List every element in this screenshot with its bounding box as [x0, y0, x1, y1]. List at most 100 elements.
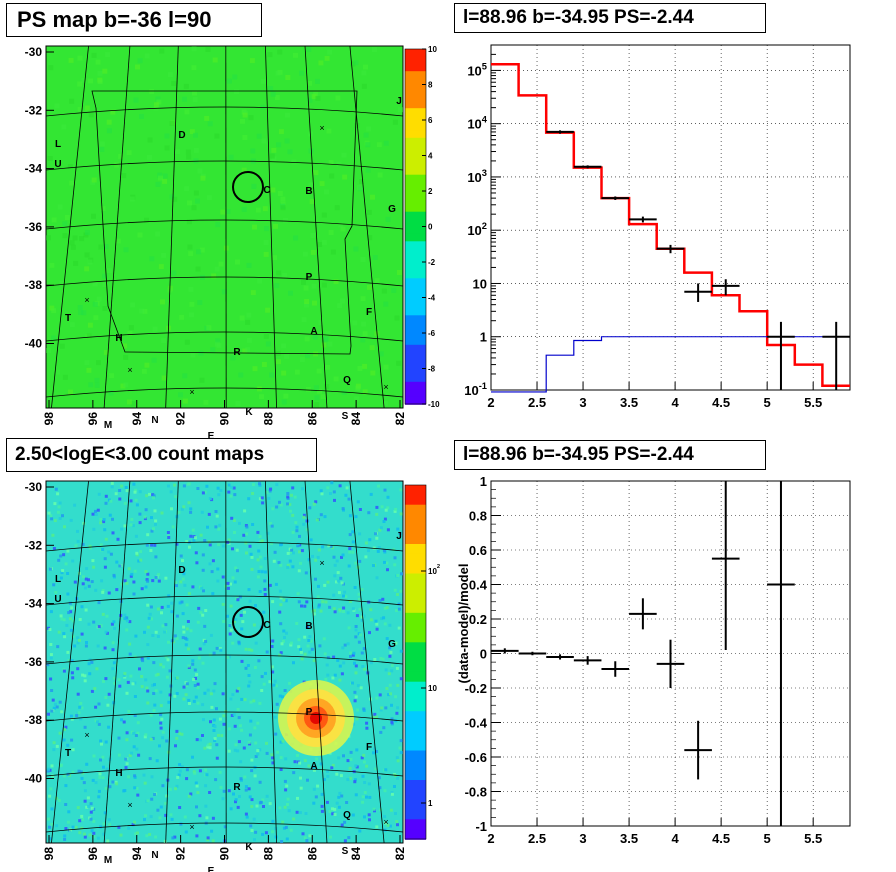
map-pixel	[124, 766, 128, 770]
map-pixel	[292, 661, 295, 665]
map-pixel	[144, 814, 147, 818]
map-pixel	[370, 370, 376, 376]
y-tick-label: 0.8	[469, 509, 487, 524]
map-pixel	[58, 764, 62, 768]
map-pixel	[266, 531, 270, 535]
map-pixel	[91, 778, 95, 782]
map-pixel	[264, 831, 268, 835]
colorbar-segment	[405, 71, 426, 80]
map-pixel	[71, 634, 75, 638]
map-pixel	[149, 256, 155, 262]
map-pixel	[244, 541, 248, 545]
map-pixel	[171, 836, 175, 840]
map-pixel	[180, 732, 184, 736]
map-pixel	[47, 767, 51, 771]
map-pixel	[170, 507, 173, 511]
map-pixel	[300, 604, 303, 608]
map-pixel	[53, 702, 57, 706]
colorbar-segment	[405, 359, 426, 368]
map-pixel	[133, 695, 137, 698]
map-pixel	[56, 645, 60, 649]
map-pixel	[55, 369, 61, 375]
map-pixel	[63, 635, 67, 639]
map-pixel	[136, 731, 140, 735]
map-pixel	[218, 770, 222, 774]
map-pixel	[261, 138, 267, 144]
map-pixel	[280, 840, 284, 843]
map-pixel	[111, 641, 115, 645]
map-pixel	[299, 70, 304, 76]
map-pixel	[221, 602, 225, 606]
map-pixel	[211, 839, 215, 843]
map-pixel	[51, 533, 55, 537]
map-pixel	[341, 390, 347, 395]
map-pixel	[64, 725, 68, 729]
map-pixel	[118, 153, 124, 159]
map-pixel	[133, 569, 137, 573]
map-pixel	[350, 61, 356, 67]
map-pixel	[231, 576, 235, 580]
source-label-k: K	[245, 842, 253, 853]
map-pixel	[92, 754, 96, 758]
map-pixel	[385, 637, 389, 641]
map-pixel	[252, 623, 256, 627]
colorbar-segment	[405, 145, 426, 154]
map-pixel	[394, 695, 398, 699]
map-pixel	[164, 576, 168, 580]
colorbar-segment	[405, 330, 426, 339]
map-pixel	[389, 808, 393, 812]
map-pixel	[229, 604, 233, 608]
map-pixel	[351, 813, 355, 817]
map-pixel	[310, 249, 316, 255]
map-pixel	[363, 791, 367, 794]
colorbar-segment	[405, 770, 426, 781]
map-pixel	[201, 661, 205, 665]
map-pixel	[159, 663, 163, 667]
map-pixel	[362, 707, 366, 711]
map-pixel	[283, 636, 286, 639]
map-pixel	[232, 519, 236, 522]
map-pixel	[317, 605, 321, 609]
map-pixel	[104, 501, 108, 505]
map-pixel	[399, 751, 403, 755]
map-pixel	[236, 805, 240, 809]
map-pixel	[340, 823, 344, 827]
map-pixel	[84, 577, 88, 581]
map-pixel	[79, 701, 83, 705]
map-pixel	[216, 579, 220, 583]
map-pixel	[244, 788, 248, 792]
map-pixel	[51, 774, 55, 778]
map-pixel	[297, 638, 301, 642]
map-pixel	[289, 509, 292, 513]
map-pixel	[282, 629, 286, 633]
map-pixel	[131, 682, 135, 686]
map-pixel	[117, 736, 121, 740]
roi-outline	[91, 90, 358, 355]
map-pixel	[195, 561, 199, 565]
map-pixel	[236, 598, 240, 602]
map-pixel	[302, 515, 306, 519]
map-pixel	[64, 827, 68, 830]
map-pixel	[329, 545, 333, 548]
map-pixel	[300, 657, 304, 661]
map-pixel	[295, 525, 299, 529]
map-pixel	[354, 628, 358, 632]
map-pixel	[68, 601, 72, 605]
map-pixel	[180, 600, 184, 604]
map-pixel	[90, 660, 94, 664]
map-pixel	[92, 301, 98, 307]
map-pixel	[265, 307, 271, 313]
source-label-q: Q	[343, 810, 351, 821]
map-pixel	[335, 801, 339, 805]
map-pixel	[90, 806, 94, 810]
map-pixel	[326, 673, 330, 677]
map-pixel	[112, 676, 116, 680]
map-pixel	[221, 289, 227, 295]
map-pixel	[118, 684, 122, 688]
map-pixel	[205, 816, 209, 820]
map-pixel	[165, 739, 169, 743]
map-pixel	[386, 528, 390, 532]
map-pixel	[271, 147, 277, 153]
map-pixel	[76, 539, 80, 543]
map-pixel	[155, 181, 161, 187]
